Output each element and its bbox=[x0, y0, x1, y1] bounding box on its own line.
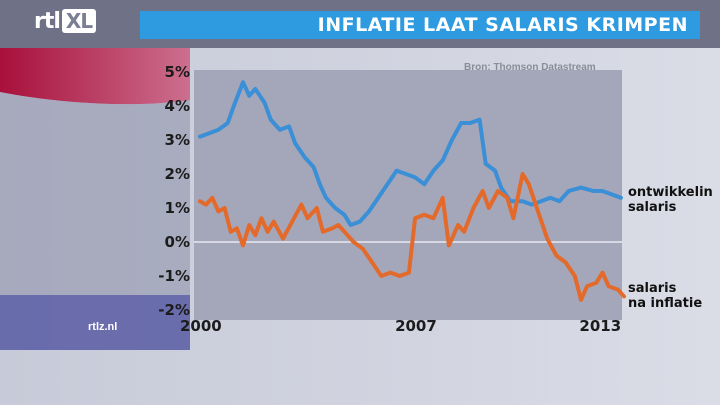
y-tick-label: 1% bbox=[164, 199, 190, 217]
blue-decoration bbox=[0, 295, 190, 350]
logo-prefix: rtl bbox=[34, 9, 61, 34]
series-layer bbox=[198, 80, 626, 302]
site-label: rtlz.nl bbox=[88, 321, 118, 333]
series-label-line2: salaris bbox=[628, 200, 677, 215]
logo-suffix: XL bbox=[61, 9, 97, 33]
y-tick-label: 4% bbox=[164, 97, 190, 115]
y-tick-label: 3% bbox=[164, 131, 190, 149]
rtl-logo: rtl XL bbox=[34, 9, 97, 34]
series-label-line1: salaris bbox=[628, 281, 677, 296]
series-label-ontwikkeling: ontwikkelin salaris bbox=[628, 185, 718, 215]
left-panel bbox=[0, 92, 190, 350]
y-tick-label: 0% bbox=[164, 233, 190, 251]
x-tick-label: 2007 bbox=[395, 317, 437, 335]
x-tick-label: 2013 bbox=[579, 317, 622, 335]
y-tick-label: -2% bbox=[158, 301, 190, 319]
series-label-na-inflatie: salaris na inflatie bbox=[628, 281, 718, 311]
series-label-line2: na inflatie bbox=[628, 296, 703, 311]
source-text: Bron: Thomson Datastream bbox=[464, 62, 596, 73]
y-tick-label: 5% bbox=[164, 63, 190, 81]
y-tick-label: -1% bbox=[158, 267, 190, 285]
x-tick-label: 2000 bbox=[180, 317, 222, 335]
red-decoration bbox=[0, 48, 190, 105]
y-tick-label: 2% bbox=[164, 165, 190, 183]
series-line-0 bbox=[198, 80, 623, 227]
plot-area bbox=[194, 70, 622, 320]
series-label-line1: ontwikkelin bbox=[628, 185, 713, 200]
series-line-1 bbox=[198, 172, 626, 302]
headline: INFLATIE LAAT SALARIS KRIMPEN bbox=[140, 11, 700, 39]
